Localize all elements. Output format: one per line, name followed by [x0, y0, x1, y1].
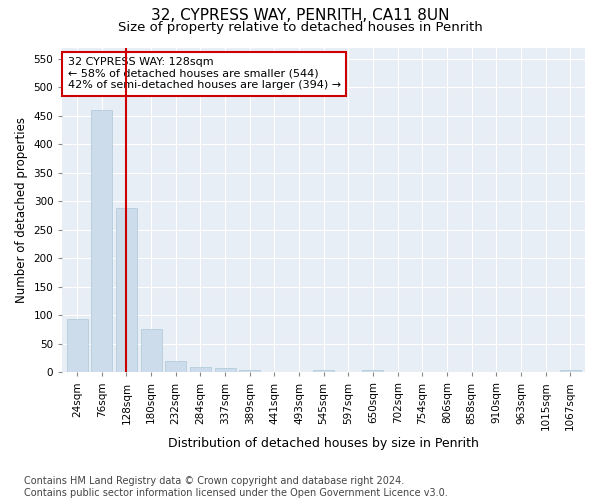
Bar	[91, 110, 112, 372]
Text: 32, CYPRESS WAY, PENRITH, CA11 8UN: 32, CYPRESS WAY, PENRITH, CA11 8UN	[151, 8, 449, 22]
Bar	[362, 370, 383, 372]
Bar	[165, 361, 186, 372]
Bar	[190, 368, 211, 372]
Bar	[560, 370, 581, 372]
X-axis label: Distribution of detached houses by size in Penrith: Distribution of detached houses by size …	[168, 437, 479, 450]
Y-axis label: Number of detached properties: Number of detached properties	[15, 117, 28, 303]
Bar	[239, 370, 260, 372]
Text: Size of property relative to detached houses in Penrith: Size of property relative to detached ho…	[118, 21, 482, 34]
Bar	[313, 370, 334, 372]
Text: 32 CYPRESS WAY: 128sqm
← 58% of detached houses are smaller (544)
42% of semi-de: 32 CYPRESS WAY: 128sqm ← 58% of detached…	[68, 57, 341, 90]
Bar	[215, 368, 236, 372]
Bar	[116, 208, 137, 372]
Bar	[67, 320, 88, 372]
Text: Contains HM Land Registry data © Crown copyright and database right 2024.
Contai: Contains HM Land Registry data © Crown c…	[24, 476, 448, 498]
Bar	[140, 329, 161, 372]
